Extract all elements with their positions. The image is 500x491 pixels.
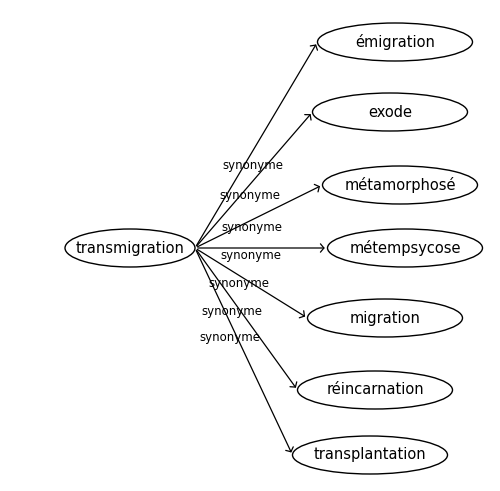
Text: migration: migration xyxy=(350,310,420,326)
Ellipse shape xyxy=(312,93,468,131)
Ellipse shape xyxy=(292,436,448,474)
Text: synonyme: synonyme xyxy=(208,277,269,290)
Text: exode: exode xyxy=(368,105,412,119)
Ellipse shape xyxy=(322,166,478,204)
Text: synonyme: synonyme xyxy=(219,189,280,202)
Ellipse shape xyxy=(308,299,462,337)
Text: transmigration: transmigration xyxy=(76,241,184,255)
Text: métempsycose: métempsycose xyxy=(349,240,461,256)
Text: synonyme: synonyme xyxy=(221,221,282,234)
Ellipse shape xyxy=(328,229,482,267)
Ellipse shape xyxy=(298,371,452,409)
Text: transplantation: transplantation xyxy=(314,447,426,463)
Text: réincarnation: réincarnation xyxy=(326,382,424,398)
Text: synonyme: synonyme xyxy=(199,331,260,344)
Text: synonyme: synonyme xyxy=(220,248,281,262)
Text: synonyme: synonyme xyxy=(202,305,263,318)
Text: émigration: émigration xyxy=(355,34,435,50)
Text: synonyme: synonyme xyxy=(222,159,283,171)
Ellipse shape xyxy=(65,229,195,267)
Ellipse shape xyxy=(318,23,472,61)
Text: métamorphosé: métamorphosé xyxy=(344,177,456,193)
